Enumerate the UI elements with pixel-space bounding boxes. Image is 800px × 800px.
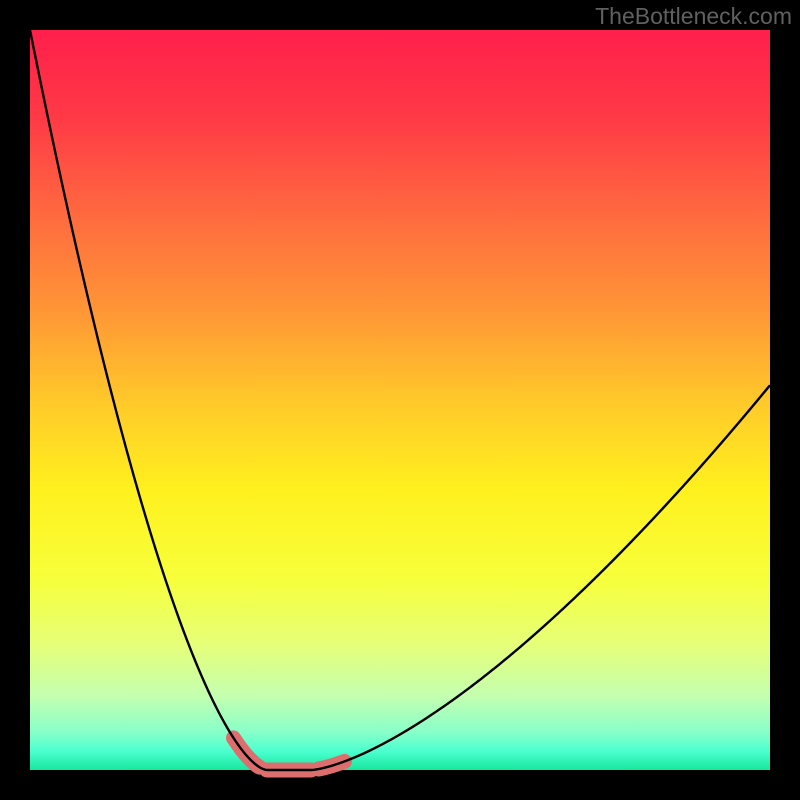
watermark-text: TheBottleneck.com — [595, 3, 792, 30]
chart-stage: TheBottleneck.com — [0, 0, 800, 800]
chart-svg — [0, 0, 800, 800]
